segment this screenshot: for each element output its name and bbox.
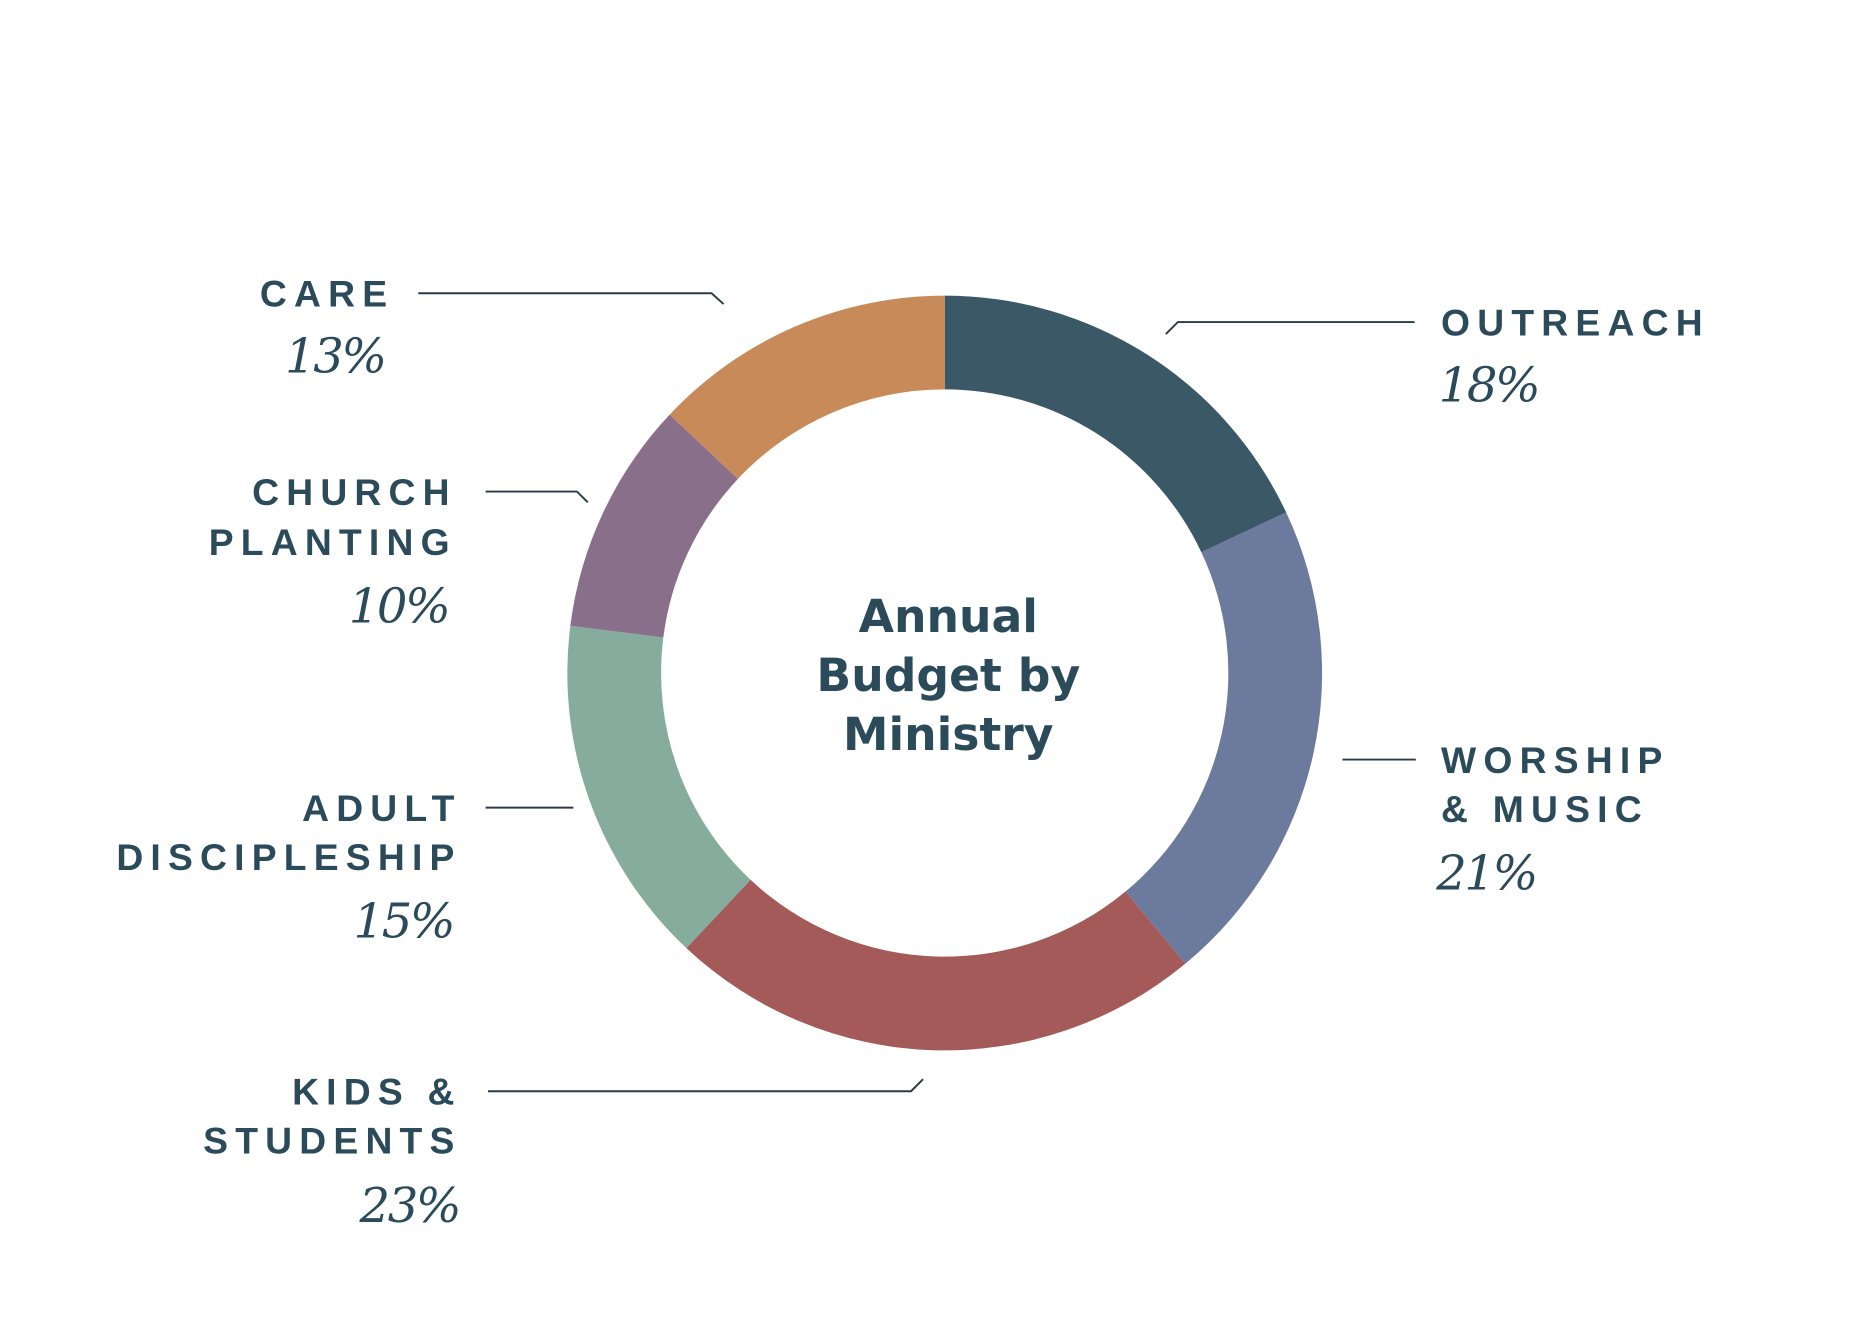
label-text: CHURCH	[252, 471, 457, 513]
slice-kids	[686, 879, 1186, 1051]
slice-care	[669, 295, 945, 479]
slice-church	[570, 414, 738, 638]
label-text: & MUSIC	[1441, 788, 1649, 830]
label-text: KIDS &	[292, 1070, 462, 1112]
label-outreach: OUTREACH 18%	[1439, 301, 1710, 413]
data-label: 23%	[359, 1178, 460, 1234]
center-title-line-1: Annual	[859, 590, 1038, 643]
leader-line-kids	[488, 1078, 924, 1093]
slice-adult	[567, 625, 751, 949]
data-label: 18%	[1439, 357, 1539, 413]
label-text: OUTREACH	[1441, 301, 1710, 343]
donut-slices	[567, 295, 1323, 1051]
label-text: CARE	[260, 272, 394, 314]
slice-outreach	[944, 295, 1287, 553]
label-adult-discipleship: ADULT DISCIPLESHIP 15%	[116, 787, 462, 950]
label-text: PLANTING	[209, 521, 457, 563]
label-text: STUDENTS	[203, 1120, 461, 1162]
label-kids-students: KIDS & STUDENTS 23%	[203, 1070, 461, 1234]
center-title-line-3: Ministry	[843, 708, 1054, 761]
center-title: Annual Budget by Ministry	[816, 590, 1080, 761]
slice-worship	[1125, 512, 1323, 964]
data-label: 10%	[349, 579, 449, 635]
label-worship-music: WORSHIP & MUSIC 21%	[1435, 739, 1669, 902]
leader-line-church	[485, 490, 589, 504]
data-label: 15%	[354, 893, 454, 949]
label-care: CARE 13%	[260, 272, 394, 385]
leader-line-outreach	[1165, 321, 1415, 335]
label-text: DISCIPLESHIP	[116, 836, 461, 878]
label-text: ADULT	[302, 787, 462, 829]
center-title-line-2: Budget by	[816, 649, 1080, 702]
data-label: 13%	[285, 329, 385, 385]
label-church-planting: CHURCH PLANTING 10%	[209, 471, 457, 635]
label-text: WORSHIP	[1441, 739, 1669, 781]
data-label: 21%	[1435, 845, 1536, 901]
leader-line-care	[418, 292, 725, 305]
